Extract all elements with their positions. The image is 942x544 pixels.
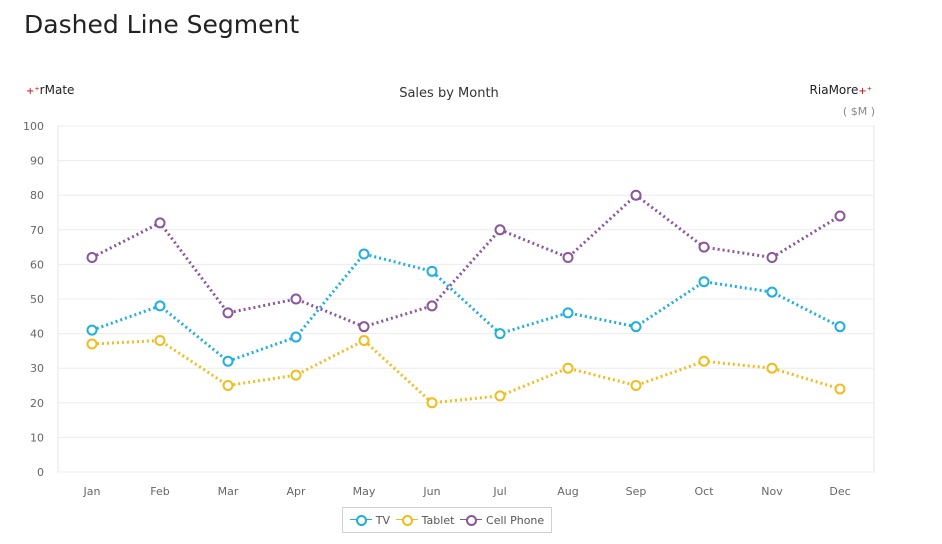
data-point [766,251,778,263]
y-tick-label: 20 [30,397,44,410]
x-tick-label: Sep [626,485,647,498]
data-point [426,300,438,312]
data-point [834,383,846,395]
y-tick-label: 60 [30,258,44,271]
data-point [154,217,166,229]
y-tick-label: 50 [30,293,44,306]
series-line [91,193,841,329]
data-point [630,321,642,333]
unit-label: ( $M ) [842,105,875,118]
y-tick-label: 80 [30,189,44,202]
x-tick-label: Apr [286,485,306,498]
data-point [494,328,506,340]
x-tick-label: Dec [829,485,850,498]
y-tick-label: 100 [23,120,44,133]
chart-title: Sales by Month [399,86,499,101]
data-point [154,335,166,347]
data-point [222,307,234,319]
legend-item[interactable]: Cell Phone [460,514,544,527]
legend-item[interactable]: Tablet [395,513,455,527]
legend-label: Cell Phone [486,513,545,527]
data-point [426,397,438,409]
brand-left-label: rMate [39,83,75,97]
data-point [86,251,98,263]
data-point [494,390,506,402]
data-point [154,300,166,312]
x-tick-label: Jul [492,485,506,498]
data-point [86,324,98,336]
x-tick-label: May [353,485,376,498]
data-point [698,276,710,288]
data-point [426,265,438,277]
y-tick-label: 30 [30,362,44,375]
legend-item[interactable]: TV [349,513,391,527]
brand-right-label: RiaMore [809,83,859,97]
y-tick-label: 10 [30,431,44,444]
x-tick-label: Jan [83,485,101,498]
data-point [630,380,642,391]
y-tick-label: 90 [30,155,44,168]
data-point [222,355,234,367]
data-point [834,321,846,333]
y-tick-label: 70 [30,224,44,237]
x-tick-label: Mar [218,485,239,498]
x-tick-label: Nov [761,485,783,498]
chart-legend: TV Tablet Cell Phone [342,507,552,533]
data-point [562,251,574,263]
data-point [698,355,710,367]
data-point [494,224,506,236]
legend-swatch-icon [349,514,372,526]
y-tick-label: 40 [30,328,44,341]
data-point [562,307,574,319]
data-point [698,241,710,253]
brand-logo-right: RiaMore+⁺ [810,83,872,97]
plus-icon: +⁺ [26,86,40,97]
x-tick-label: Feb [150,485,169,498]
y-tick-label: 0 [37,466,44,479]
series-line [91,252,841,363]
legend-swatch-icon [395,514,418,526]
data-point [562,362,574,374]
data-point [630,189,642,201]
plus-icon: +⁺ [858,86,872,97]
brand-logo-left: +⁺rMate [26,83,74,97]
data-point [86,338,98,350]
data-point [290,293,302,305]
data-point [358,248,370,260]
series-line [91,338,841,405]
legend-swatch-icon [460,514,483,526]
page-title: Dashed Line Segment [24,10,300,39]
data-point [834,210,846,222]
data-point [290,369,302,381]
x-tick-label: Oct [694,485,714,498]
data-point [766,286,778,298]
legend-label: Tablet [421,513,455,527]
x-tick-label: Jun [422,485,440,498]
data-point [222,380,234,391]
data-point [766,362,778,374]
data-point [358,321,370,333]
legend-label: TV [375,513,391,527]
data-point [290,331,302,343]
data-point [358,335,370,347]
x-tick-label: Aug [557,485,578,498]
